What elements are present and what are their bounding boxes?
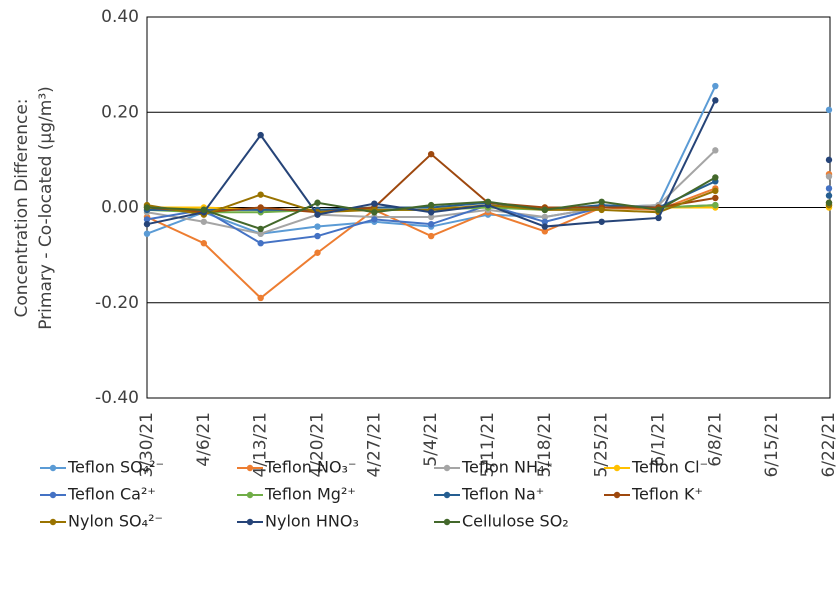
data-point [143, 216, 151, 223]
x-tick-label: 4/13/21 [251, 412, 271, 478]
data-point [825, 185, 833, 192]
data-point [314, 249, 321, 256]
x-tick-label: 4/20/21 [308, 412, 328, 478]
data-point [143, 220, 151, 228]
data-point [200, 218, 208, 225]
data-point [712, 174, 719, 181]
data-point [143, 204, 151, 211]
legend-label: Teflon Ca²⁺ [67, 485, 156, 504]
data-point [825, 173, 833, 180]
data-point [825, 192, 833, 199]
data-point [541, 206, 549, 214]
legend-swatch [613, 464, 621, 472]
data-point [598, 218, 605, 225]
legend-swatch [443, 464, 451, 472]
legend-swatch [49, 491, 57, 499]
data-point [371, 200, 378, 207]
x-tick-label: 6/1/21 [649, 412, 669, 467]
data-point [314, 223, 321, 230]
data-point [427, 201, 435, 209]
y-tick-label: 0.40 [101, 7, 139, 27]
data-point [825, 199, 833, 206]
legend-label: Teflon Na⁺ [461, 485, 544, 504]
data-point [257, 204, 264, 211]
x-tick-label: 5/18/21 [535, 412, 555, 478]
data-point [712, 82, 719, 90]
x-tick-label: 3/30/21 [137, 412, 157, 478]
y-axis-title: Concentration Difference: [12, 98, 32, 317]
x-tick-label: 5/11/21 [478, 412, 498, 478]
legend-swatch [49, 464, 57, 472]
data-point [825, 106, 833, 114]
x-tick-label: 6/15/21 [762, 412, 782, 478]
legend-label: Teflon NO₃⁻ [264, 458, 356, 477]
x-tick-label: 4/6/21 [194, 412, 214, 467]
legend-label: Teflon NH₄⁺ [461, 458, 553, 477]
data-point [484, 198, 492, 205]
y-tick-label: -0.40 [95, 388, 139, 408]
legend-label: Nylon HNO₃ [265, 512, 359, 531]
data-point [427, 150, 435, 158]
x-tick-label: 6/22/21 [819, 412, 838, 478]
data-point [314, 211, 321, 218]
data-point [257, 191, 264, 198]
data-point [257, 225, 264, 233]
legend-swatch [246, 491, 254, 499]
legend-swatch [246, 464, 254, 472]
data-point [598, 206, 605, 214]
legend-swatch [246, 518, 254, 526]
data-point [712, 187, 719, 195]
data-point [541, 218, 549, 225]
x-tick-label: 5/4/21 [421, 412, 441, 467]
data-point [200, 240, 208, 247]
data-point [712, 194, 719, 202]
x-tick-label: 5/25/21 [592, 412, 612, 478]
data-point [825, 156, 833, 164]
data-point [257, 294, 264, 302]
y-tick-label: 0.20 [101, 102, 139, 122]
legend-swatch [443, 491, 451, 499]
legend: Teflon SO₄²⁻ Teflon NO₃⁻ Teflon NH₄⁺ Teflon… [40, 458, 708, 531]
data-point [655, 206, 662, 214]
y-axis-title: Primary - Co-located (µg/m³) [36, 86, 56, 330]
data-point [314, 232, 321, 240]
legend-label: Teflon K⁺ [631, 485, 703, 504]
data-point [371, 209, 378, 216]
x-tick-label: 6/8/21 [705, 412, 725, 467]
data-point [257, 131, 264, 139]
data-point [427, 232, 435, 240]
legend-label: Teflon Cl⁻ [631, 458, 708, 477]
data-point [712, 201, 719, 209]
y-tick-label: 0.00 [101, 198, 139, 218]
data-point [427, 213, 435, 221]
x-tick-label: 4/27/21 [364, 412, 384, 478]
legend-swatch [49, 518, 57, 526]
legend-label: Teflon Mg²⁺ [264, 485, 356, 504]
data-point [314, 199, 321, 206]
legend-label: Nylon SO₄²⁻ [68, 512, 163, 531]
data-point [655, 214, 662, 222]
data-point [598, 198, 605, 205]
data-point [200, 206, 208, 214]
y-tick-label: -0.20 [95, 293, 139, 313]
data-point [257, 230, 264, 237]
data-point [371, 216, 378, 223]
data-point [541, 228, 549, 235]
data-point [143, 230, 151, 237]
data-point [427, 209, 435, 216]
data-point [541, 223, 549, 230]
data-point [541, 213, 549, 221]
data-point [257, 240, 264, 247]
data-point [712, 147, 719, 154]
data-point [427, 220, 435, 228]
data-point [712, 97, 719, 104]
legend-swatch [613, 491, 621, 499]
legend-label: Teflon SO₄²⁻ [67, 458, 164, 477]
legend-swatch [443, 518, 451, 526]
legend-label: Cellulose SO₂ [462, 512, 569, 531]
series-line [147, 150, 829, 233]
